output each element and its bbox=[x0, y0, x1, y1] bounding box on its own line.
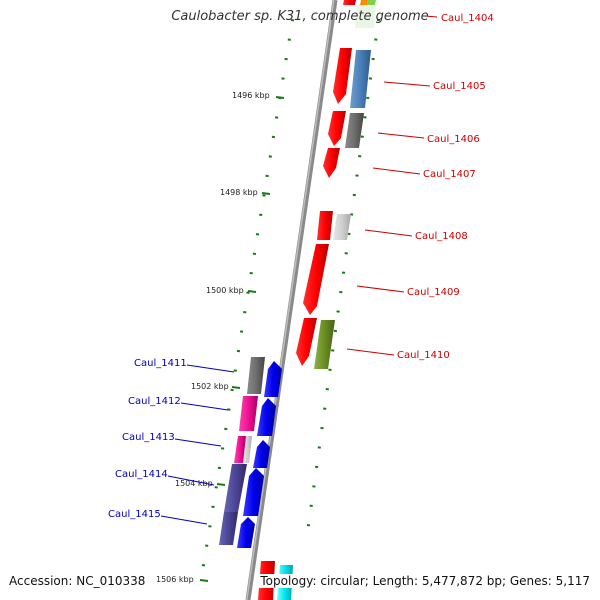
forward-genes bbox=[258, 0, 376, 600]
tick-label-1496: 1496 kbp bbox=[232, 91, 270, 100]
label-caul-1415[interactable]: Caul_1415 bbox=[108, 509, 161, 520]
gene-caul-1411-b[interactable] bbox=[264, 361, 282, 397]
gene-caul-1407[interactable] bbox=[323, 148, 340, 178]
tick-mark bbox=[216, 483, 226, 486]
gene-caul-1409[interactable] bbox=[303, 244, 329, 315]
gene-caul-1412[interactable] bbox=[239, 396, 258, 431]
right-gene-labels: Caul_1404 Caul_1405 Caul_1406 Caul_1407 … bbox=[397, 13, 494, 361]
gene-caul-1411[interactable] bbox=[247, 357, 265, 394]
inner-scale-dots bbox=[306, 19, 381, 527]
tick-label-1500: 1500 kbp bbox=[206, 286, 244, 295]
tick-label-1502: 1502 kbp bbox=[191, 382, 229, 391]
label-caul-1413[interactable]: Caul_1413 bbox=[122, 432, 175, 443]
reverse-genes bbox=[219, 357, 282, 548]
gene-caul-1414-b[interactable] bbox=[243, 468, 264, 516]
tick-mark bbox=[275, 96, 285, 99]
right-label-leaders bbox=[346, 15, 438, 356]
label-caul-1410[interactable]: Caul_1410 bbox=[397, 350, 450, 361]
gene-caul-1414[interactable] bbox=[224, 464, 247, 512]
leader-caul-1411 bbox=[186, 364, 235, 373]
label-caul-1411[interactable]: Caul_1411 bbox=[134, 358, 187, 369]
gene-caul-1406[interactable] bbox=[328, 111, 346, 146]
leader-caul-1407 bbox=[372, 167, 421, 175]
label-caul-1404[interactable]: Caul_1404 bbox=[441, 13, 494, 24]
gene-caul-1408-b[interactable] bbox=[333, 214, 351, 240]
label-caul-1407[interactable]: Caul_1407 bbox=[423, 169, 476, 180]
gene-caul-1408[interactable] bbox=[317, 211, 333, 240]
gene-green-top[interactable] bbox=[367, 0, 376, 5]
tick-label-1504: 1504 kbp bbox=[175, 479, 213, 488]
gene-caul-1413-c[interactable] bbox=[253, 440, 270, 468]
left-gene-labels: Caul_1411 Caul_1412 Caul_1413 Caul_1414 … bbox=[108, 358, 187, 520]
label-caul-1414[interactable]: Caul_1414 bbox=[115, 469, 168, 480]
leader-caul-1406 bbox=[377, 132, 425, 139]
gene-caul-1405-b[interactable] bbox=[350, 50, 371, 108]
leader-caul-1409 bbox=[356, 285, 405, 293]
label-caul-1412[interactable]: Caul_1412 bbox=[128, 396, 181, 407]
gene-orange-top[interactable] bbox=[360, 0, 368, 5]
gene-caul-1415[interactable] bbox=[219, 512, 238, 545]
gene-caul-1405[interactable] bbox=[333, 48, 352, 104]
topology-label: Topology: circular; Length: 5,477,872 bp… bbox=[258, 574, 592, 588]
gene-caul-1415-b[interactable] bbox=[237, 517, 255, 548]
outer-scale-dots bbox=[201, 19, 295, 567]
label-caul-1405[interactable]: Caul_1405 bbox=[433, 81, 486, 92]
gene-caul-1413-b[interactable] bbox=[243, 436, 252, 463]
leader-caul-1405 bbox=[383, 81, 431, 87]
tick-mark bbox=[199, 579, 209, 582]
tick-mark bbox=[261, 192, 271, 195]
leader-caul-1410 bbox=[346, 348, 395, 356]
genome-backbone-highlight bbox=[246, 0, 335, 600]
leader-caul-1414 bbox=[167, 475, 215, 486]
leader-caul-1413 bbox=[174, 438, 222, 447]
genome-backbone bbox=[245, 0, 338, 600]
leader-caul-1412 bbox=[180, 402, 229, 411]
leader-caul-1415 bbox=[160, 515, 208, 525]
tick-mark bbox=[247, 290, 257, 293]
label-caul-1409[interactable]: Caul_1409 bbox=[407, 287, 460, 298]
gene-caul-1406-b[interactable] bbox=[345, 113, 364, 148]
tick-mark bbox=[231, 386, 241, 389]
gene-highlight-top[interactable] bbox=[355, 5, 376, 28]
leader-caul-1408 bbox=[364, 229, 413, 237]
label-caul-1406[interactable]: Caul_1406 bbox=[427, 134, 480, 145]
leader-caul-1404 bbox=[424, 15, 438, 18]
scale-ticks bbox=[199, 96, 285, 582]
tick-label-1498: 1498 kbp bbox=[220, 188, 258, 197]
gene-red-top[interactable] bbox=[343, 0, 356, 5]
label-caul-1408[interactable]: Caul_1408 bbox=[415, 231, 468, 242]
left-label-leaders bbox=[160, 364, 235, 525]
accession-label: Accession: NC_010338 bbox=[7, 574, 148, 588]
gene-caul-1410[interactable] bbox=[296, 318, 317, 366]
gene-caul-1413[interactable] bbox=[234, 436, 246, 463]
tick-label-1506: 1506 kbp bbox=[156, 575, 194, 584]
genome-title: Caulobacter sp. K31, complete genome bbox=[171, 9, 429, 24]
gene-caul-1410-b[interactable] bbox=[314, 320, 335, 369]
gene-caul-1412-b[interactable] bbox=[257, 398, 276, 436]
